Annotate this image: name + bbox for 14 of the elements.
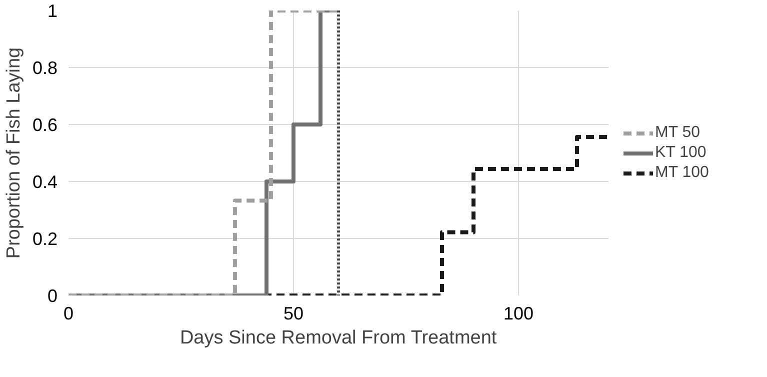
y-tick-label: 0.4	[32, 172, 58, 192]
y-tick-label: 0.8	[32, 58, 58, 78]
x-axis-title: Days Since Removal From Treatment	[180, 328, 498, 348]
y-tick-label: 0.2	[32, 229, 58, 249]
x-tick-label: 100	[503, 304, 534, 324]
x-tick-label: 0	[63, 304, 74, 324]
legend-label: MT 50	[655, 124, 700, 142]
y-axis-title: Proportion of Fish Laying	[3, 47, 24, 259]
legend-label: MT 100	[655, 164, 709, 182]
y-tick-label: 0.6	[32, 115, 58, 135]
legend-label: KT 100	[655, 144, 706, 162]
x-tick-label: 50	[283, 304, 304, 324]
y-tick-label: 0	[47, 286, 58, 306]
y-tick-label: 1	[47, 1, 58, 21]
